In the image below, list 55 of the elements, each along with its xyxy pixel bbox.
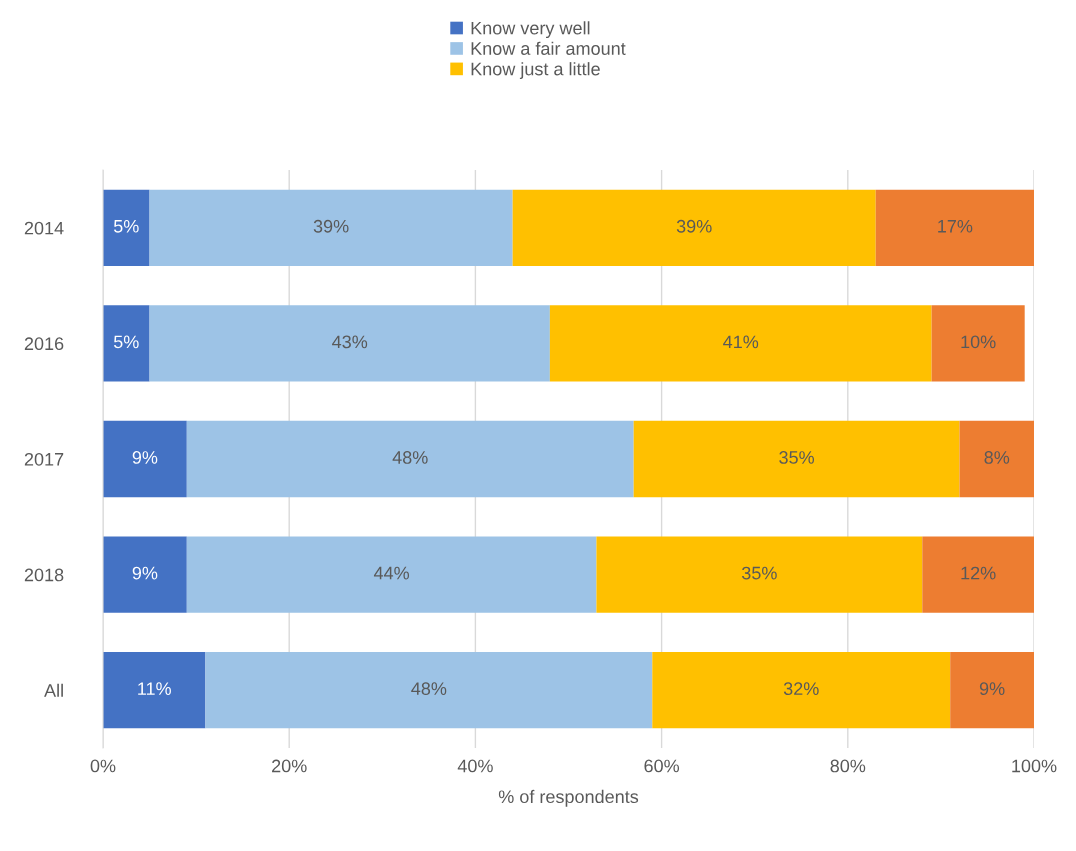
data-label: 11% <box>138 682 171 695</box>
y-tick-label: All <box>44 683 63 697</box>
bar <box>512 189 876 266</box>
y-tick-label: 2018 <box>24 568 64 582</box>
bar <box>103 189 150 266</box>
data-label: 44% <box>373 566 410 580</box>
bar <box>596 536 923 613</box>
x-tick-label: 20% <box>272 759 307 773</box>
data-label: 8% <box>984 451 1010 464</box>
data-label: 9% <box>132 566 158 580</box>
bar <box>549 305 932 382</box>
bar <box>149 189 513 266</box>
bar <box>922 536 1034 613</box>
data-label: 48% <box>392 451 428 464</box>
data-label: 41% <box>723 335 759 349</box>
data-label: 39% <box>313 219 349 233</box>
bar <box>931 305 1025 382</box>
data-label: 12% <box>961 566 996 580</box>
data-label: 9% <box>132 451 158 464</box>
y-tick-label: 2014 <box>24 221 64 235</box>
data-label: 32% <box>783 682 819 696</box>
x-tick-label: 40% <box>457 759 493 773</box>
bar <box>186 420 634 498</box>
data-label: 5% <box>113 219 139 233</box>
bar <box>633 420 960 498</box>
bar <box>950 652 1034 729</box>
bar <box>959 420 1034 498</box>
data-label: 48% <box>411 682 447 696</box>
bar <box>103 652 206 729</box>
data-label: 5% <box>113 335 139 349</box>
x-tick-label: 60% <box>644 759 680 773</box>
data-label: 35% <box>779 451 815 464</box>
bar <box>186 536 597 613</box>
x-tick-label: 80% <box>830 759 866 773</box>
data-label: 35% <box>741 566 777 580</box>
bar <box>103 305 150 382</box>
bar <box>103 420 187 498</box>
data-label: 10% <box>961 335 996 349</box>
legend-label: Know very well <box>471 21 590 39</box>
legend-label: Know just a little <box>471 62 600 79</box>
bar <box>205 652 653 729</box>
bar <box>103 536 187 613</box>
bar <box>652 652 951 729</box>
data-label: 39% <box>676 219 712 233</box>
x-tick-label: 100% <box>1012 759 1057 773</box>
x-axis-title: % of respondents <box>498 789 639 807</box>
bar <box>149 305 550 382</box>
data-label: 17% <box>938 219 973 233</box>
data-label: 43% <box>332 335 368 349</box>
y-tick-label: 2017 <box>24 452 64 466</box>
data-label: 9% <box>979 682 1005 696</box>
y-tick-label: 2016 <box>24 337 64 351</box>
bar <box>875 189 1034 266</box>
x-tick-label: 0% <box>90 759 116 773</box>
legend-label: Know a fair amount <box>471 41 626 55</box>
